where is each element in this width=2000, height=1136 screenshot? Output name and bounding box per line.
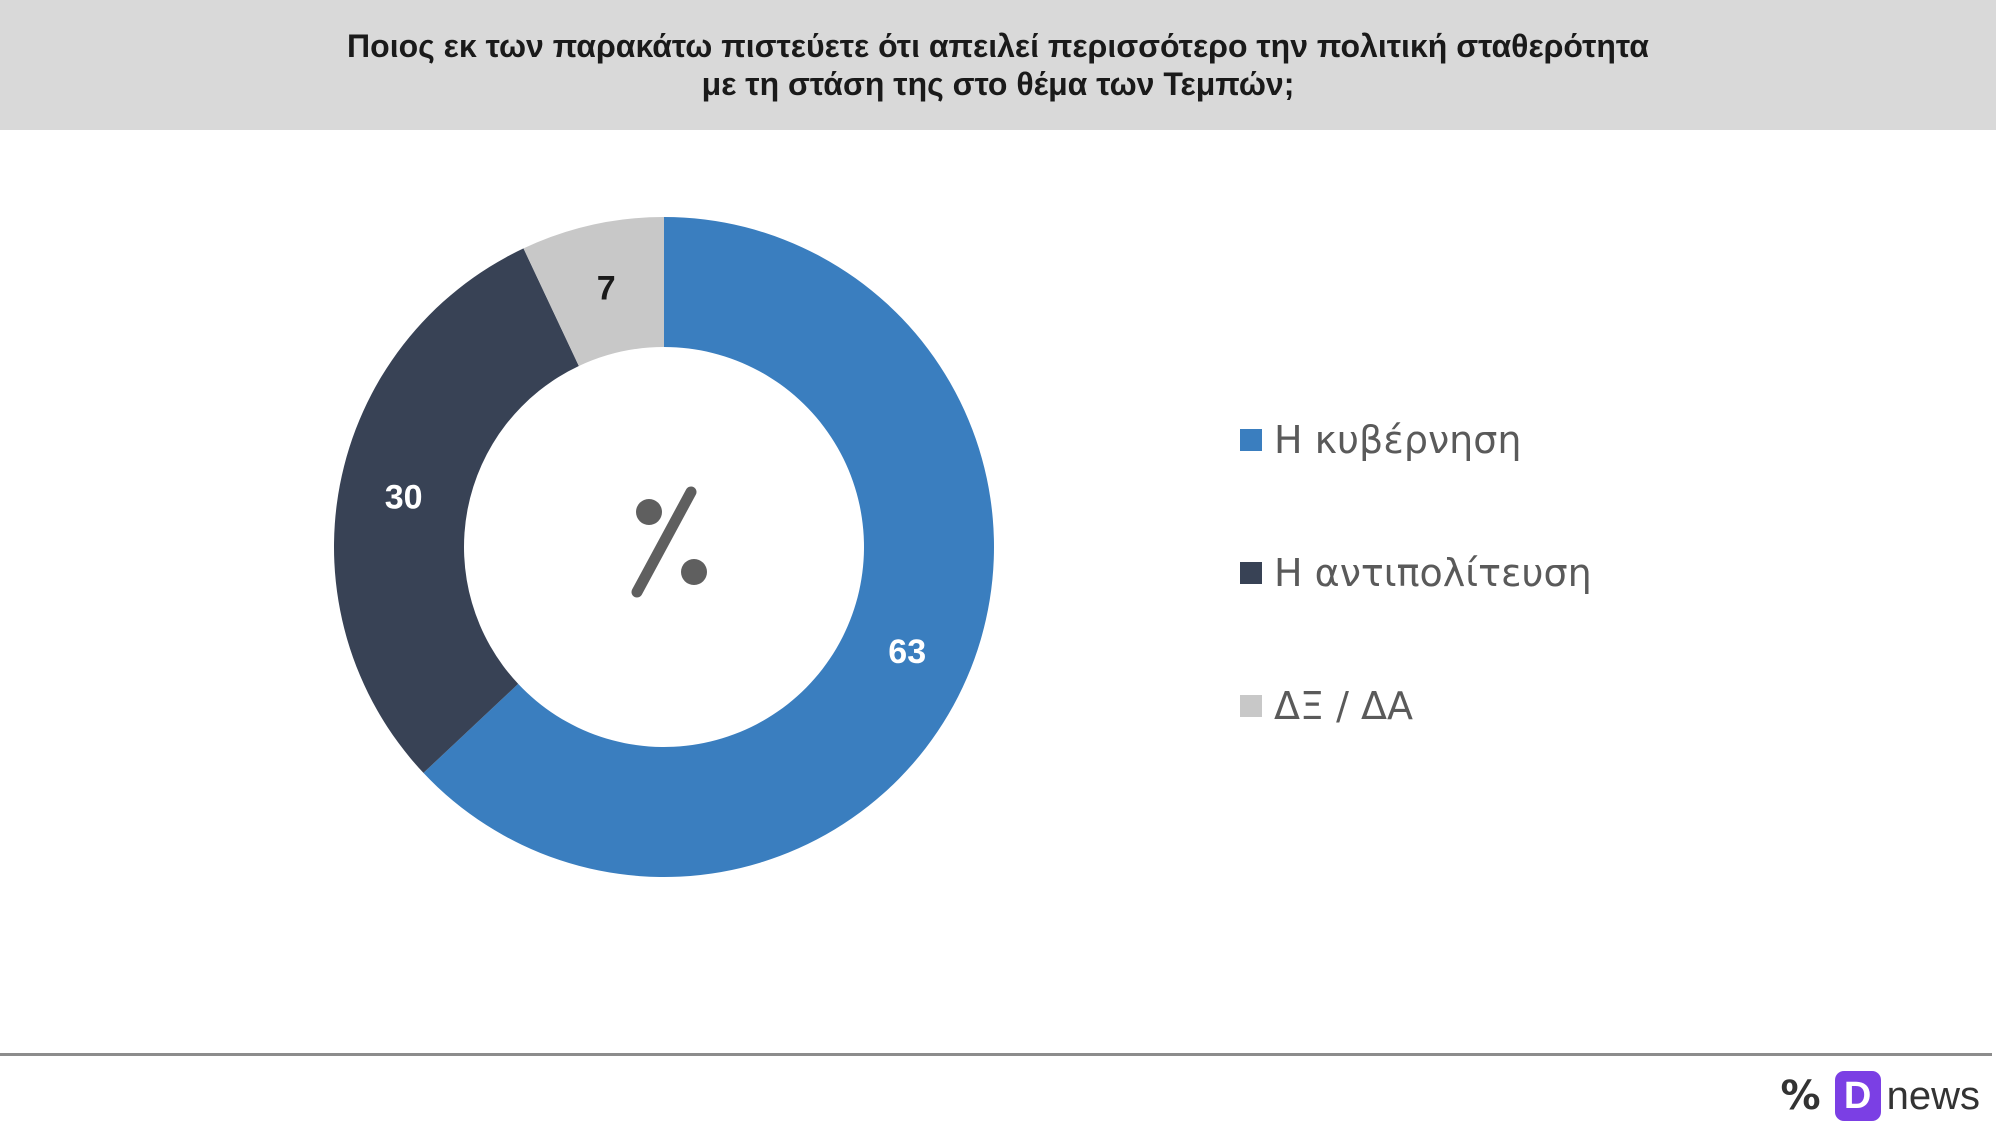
bottom-divider (0, 1053, 1992, 1056)
legend-swatch-opposition (1240, 562, 1262, 584)
percent-symbol-icon (631, 486, 707, 598)
dnews-logo: % D news (1781, 1068, 1980, 1124)
title-band: Ποιος εκ των παρακάτω πιστεύετε ότι απει… (0, 0, 1996, 130)
chart-title-line-1: Ποιος εκ των παρακάτω πιστεύετε ότι απει… (347, 28, 1649, 64)
legend-label-government: Η κυβέρνηση (1274, 418, 1522, 462)
data-label-dk-na: 7 (597, 269, 616, 307)
legend-swatch-government (1240, 429, 1262, 451)
legend-item-government: Η κυβέρνηση (1240, 418, 1592, 462)
legend-label-opposition: Η αντιπολίτευση (1274, 551, 1592, 595)
chart-legend: Η κυβέρνηση Η αντιπολίτευση ΔΞ / ΔΑ (1240, 418, 1592, 819)
brand-wordmark: news (1886, 1073, 1980, 1118)
legend-item-opposition: Η αντιπολίτευση (1240, 551, 1592, 595)
percent-mark-icon: % (1780, 1073, 1821, 1119)
d-badge-icon: D (1834, 1071, 1881, 1121)
data-label-opposition: 30 (385, 478, 423, 516)
legend-label-dk-na: ΔΞ / ΔΑ (1274, 684, 1413, 728)
slice-dk-na (523, 217, 664, 367)
data-label-government: 63 (888, 633, 926, 671)
chart-title-line-2: με τη στάση της στο θέμα των Τεμπών; (701, 66, 1295, 102)
legend-swatch-dk-na (1240, 695, 1262, 717)
slice-government (423, 217, 995, 877)
legend-item-dk-na: ΔΞ / ΔΑ (1240, 684, 1592, 728)
slice-opposition (334, 248, 579, 773)
